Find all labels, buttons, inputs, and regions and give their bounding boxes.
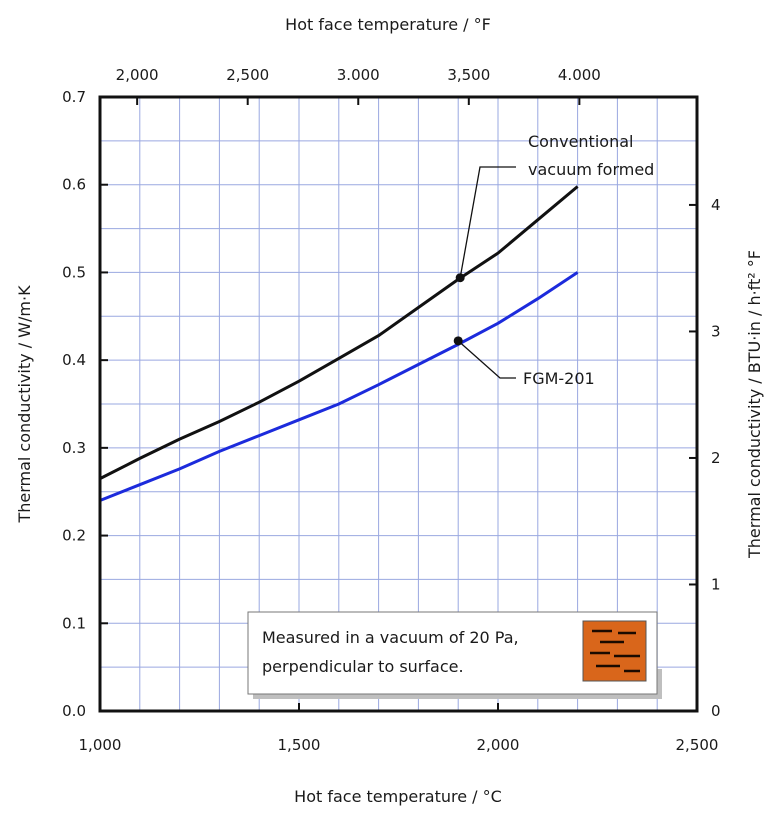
right-tick-label: 4 <box>711 196 721 214</box>
y-tick-label: 0.4 <box>62 351 86 369</box>
right-tick-label: 0 <box>711 702 721 720</box>
top-tick-label: 2,500 <box>226 66 269 84</box>
axis-ticks: 1,000 1,500 2,000 2,500 0.0 0.1 0.2 0.3 0.4 0.5 0.… <box>62 66 720 754</box>
left-axis-title: Thermal conductivity / W/m·K <box>15 285 34 524</box>
right-tick-label: 1 <box>711 575 721 593</box>
callout-label-conventional: Conventional <box>528 132 633 151</box>
bottom-axis-title: Hot face temperature / °C <box>294 787 502 806</box>
callout-label-conventional: vacuum formed <box>528 160 654 179</box>
callout-leader-fgm201 <box>457 340 516 379</box>
callout-label-fgm201: FGM-201 <box>523 369 595 388</box>
right-axis-title: Thermal conductivity / BTU·in / h·ft² °F <box>745 250 764 559</box>
top-axis-title: Hot face temperature / °F <box>285 15 491 34</box>
callout-leader-conventional <box>459 166 516 278</box>
x-tick-label: 2,500 <box>676 736 719 754</box>
right-tick-label: 2 <box>711 449 721 467</box>
series-line-conventional <box>99 185 579 480</box>
top-tick-label: 4.000 <box>558 66 601 84</box>
y-tick-label: 0.7 <box>62 88 86 106</box>
series-line-fgm201 <box>99 271 579 502</box>
top-tick-label: 3.000 <box>337 66 380 84</box>
y-tick-label: 0.0 <box>62 702 86 720</box>
y-tick-label: 0.2 <box>62 527 86 545</box>
x-tick-label: 1,500 <box>278 736 321 754</box>
right-tick-label: 3 <box>711 322 721 340</box>
y-tick-label: 0.5 <box>62 263 86 281</box>
note-line-2: perpendicular to surface. <box>262 657 464 676</box>
x-tick-label: 2,000 <box>477 736 520 754</box>
swatch-layers <box>590 629 640 673</box>
series-lines <box>99 185 579 502</box>
x-tick-label: 1,000 <box>79 736 122 754</box>
grid-lines <box>100 97 697 711</box>
y-tick-label: 0.1 <box>62 614 86 632</box>
y-tick-label: 0.6 <box>62 176 86 194</box>
y-tick-label: 0.3 <box>62 439 86 457</box>
top-tick-label: 3,500 <box>447 66 490 84</box>
measurement-note: Measured in a vacuum of 20 Pa, perpendic… <box>247 611 662 699</box>
callouts: Conventional vacuum formed FGM-201 <box>453 132 654 388</box>
plot-frame <box>98 95 699 713</box>
note-line-1: Measured in a vacuum of 20 Pa, <box>262 628 519 647</box>
top-tick-label: 2,000 <box>116 66 159 84</box>
